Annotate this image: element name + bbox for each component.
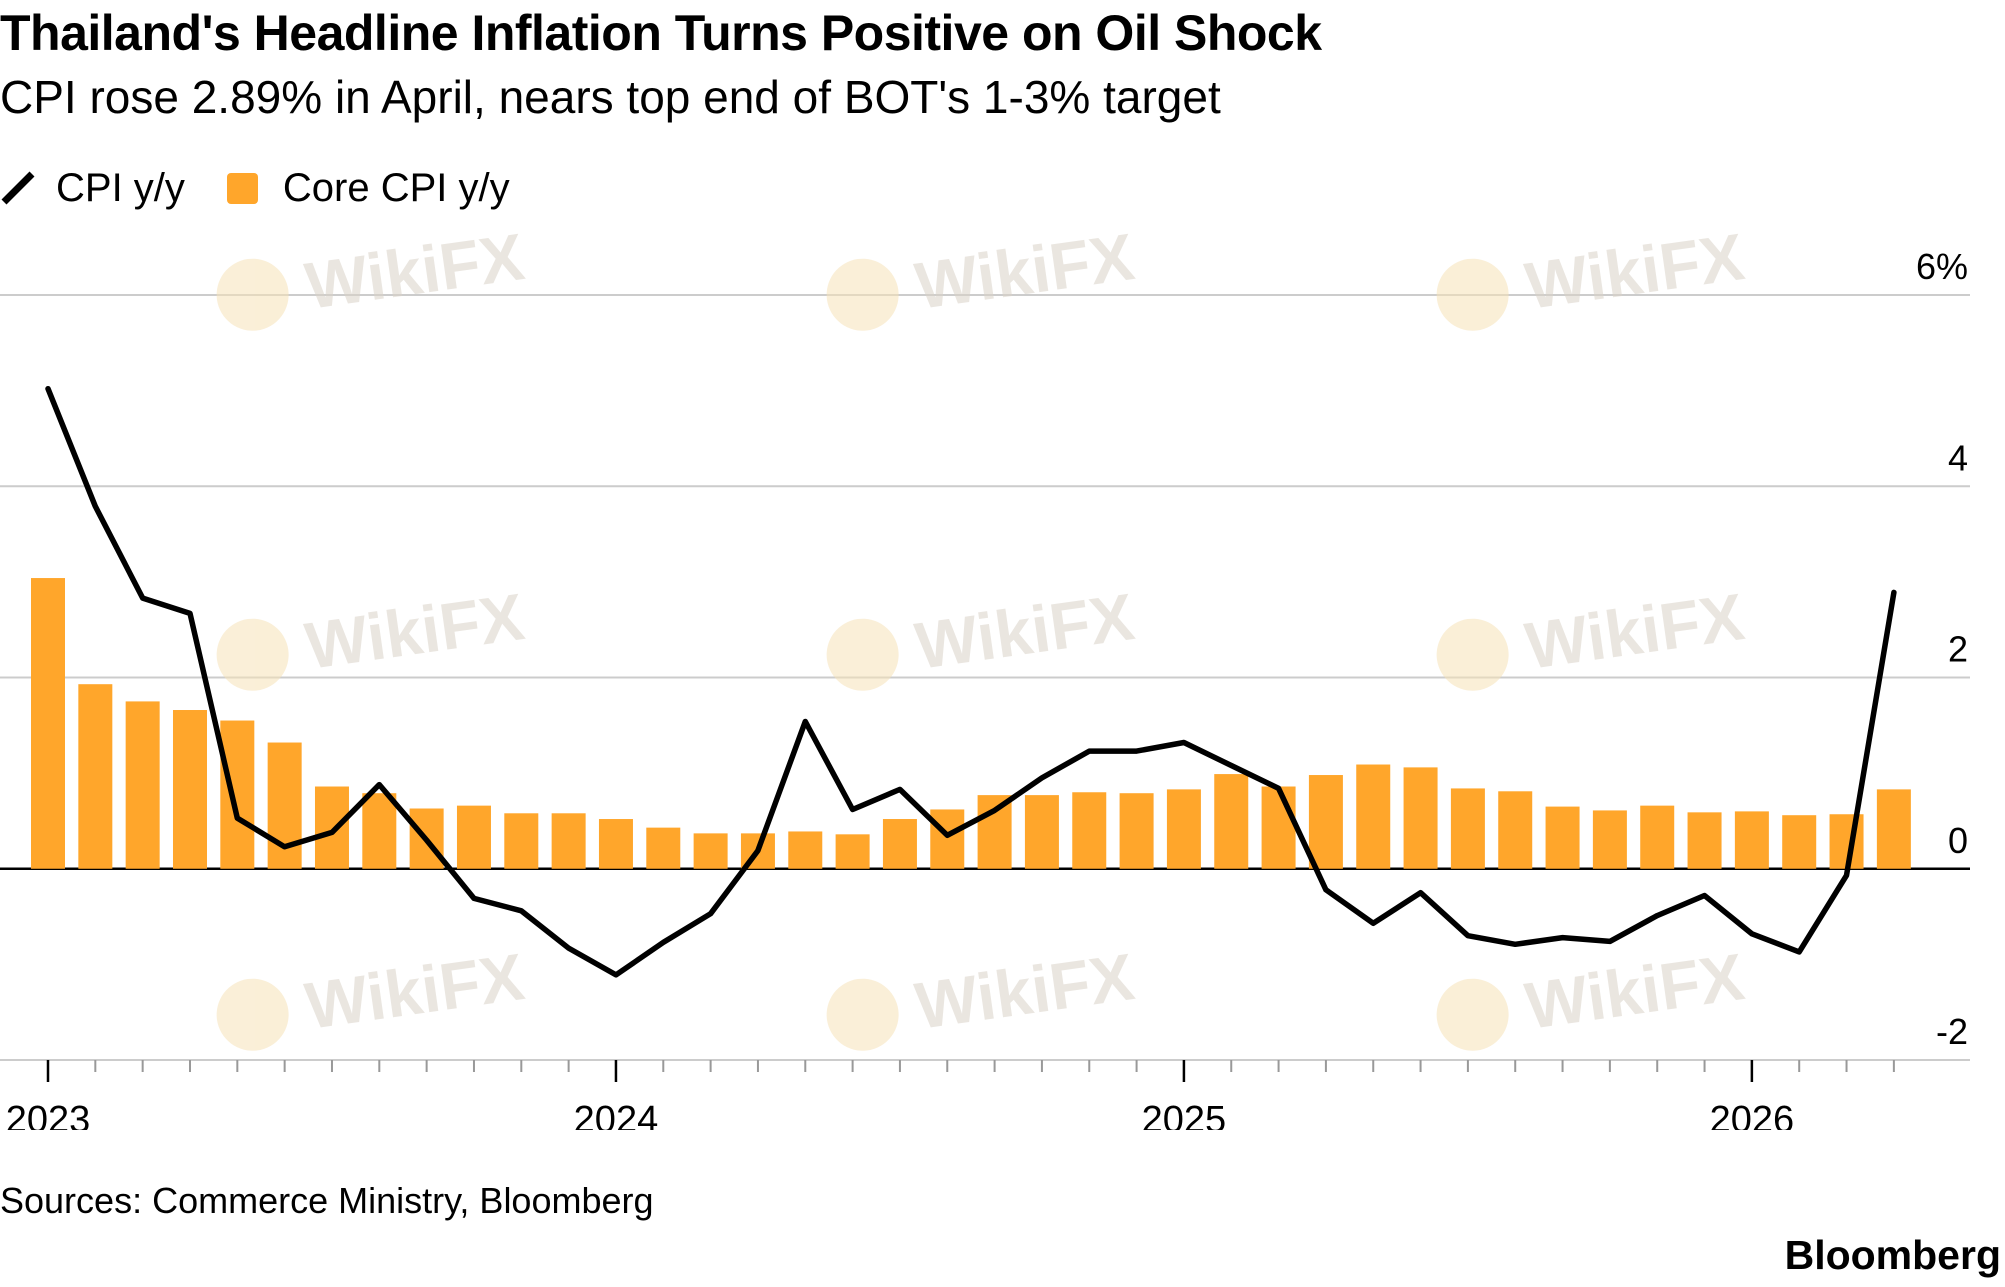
- core-cpi-bar: [882, 819, 917, 869]
- brand-logo: Bloomberg: [1784, 1232, 2001, 1278]
- core-cpi-bar: [1166, 789, 1201, 869]
- core-cpi-bar: [1403, 767, 1438, 869]
- legend-bar-swatch: [226, 172, 258, 204]
- core-cpi-bar: [220, 720, 255, 869]
- core-cpi-bar: [362, 793, 397, 869]
- core-cpi-bar: [1261, 786, 1296, 869]
- y-tick-label: 0: [1948, 820, 1968, 861]
- legend-item-cpi: CPI y/y: [0, 166, 185, 211]
- y-tick-label: 6%: [1916, 246, 1968, 287]
- chart-svg: 6% 4 2 0 -2 2023 2024 2025 2026: [0, 246, 1970, 1141]
- core-cpi-bar: [977, 795, 1012, 869]
- core-cpi-bar: [551, 813, 586, 869]
- x-tick-label: 2026: [1710, 1099, 1795, 1130]
- x-tick-label: 2023: [6, 1099, 91, 1130]
- core-cpi-bar: [314, 786, 349, 869]
- core-cpi-bar: [504, 813, 539, 869]
- core-cpi-bar: [1119, 793, 1154, 869]
- source-note: Sources: Commerce Ministry, Bloomberg: [0, 1180, 654, 1221]
- core-cpi-bar: [598, 819, 633, 869]
- core-cpi-bar: [1545, 806, 1580, 869]
- chart-subtitle: CPI rose 2.89% in April, nears top end o…: [0, 71, 1221, 123]
- core-cpi-bar: [1782, 815, 1817, 869]
- legend-label-core-cpi: Core CPI y/y: [282, 165, 510, 210]
- y-tick-label: 2: [1948, 629, 1968, 670]
- core-cpi-bar: [930, 809, 965, 869]
- legend: CPI y/y Core CPI y/y: [0, 160, 552, 216]
- chart-area: 6% 4 2 0 -2 2023 2024 2025 2026: [0, 230, 2005, 1141]
- core-cpi-bar: [172, 710, 207, 869]
- core-cpi-bar: [646, 827, 681, 869]
- core-cpi-bar: [1498, 791, 1533, 869]
- core-cpi-bar: [1734, 811, 1769, 869]
- chart-title: Thailand's Headline Inflation Turns Posi…: [0, 5, 1322, 61]
- cpi-line: [45, 385, 1897, 978]
- core-cpi-bar: [1450, 788, 1485, 869]
- core-cpi-bar: [1024, 795, 1059, 869]
- core-cpi-bar: [1592, 810, 1627, 869]
- legend-line-swatch: [1, 171, 35, 205]
- y-tick-label: -2: [1936, 1011, 1968, 1052]
- core-cpi-bar: [1876, 789, 1911, 869]
- core-cpi-bar: [456, 805, 491, 869]
- x-tick-label: 2025: [1142, 1099, 1227, 1130]
- core-cpi-bar: [1640, 805, 1675, 869]
- core-cpi-bar: [1687, 812, 1722, 869]
- core-cpi-bar: [78, 684, 113, 869]
- legend-label-cpi: CPI y/y: [56, 165, 185, 210]
- core-cpi-bar: [1214, 774, 1249, 869]
- y-tick-label: 4: [1948, 437, 1968, 478]
- core-cpi-bar: [693, 833, 728, 869]
- x-tick-label: 2024: [574, 1099, 659, 1130]
- core-cpi-bar: [1308, 775, 1343, 869]
- core-cpi-bar: [125, 701, 160, 869]
- core-cpi-bar: [31, 578, 65, 869]
- core-cpi-bar: [267, 742, 302, 869]
- legend-item-core-cpi: Core CPI y/y: [226, 165, 510, 211]
- core-cpi-bar: [1072, 792, 1107, 869]
- core-cpi-bar: [835, 834, 870, 869]
- core-cpi-bar: [1356, 764, 1391, 869]
- core-cpi-bar: [788, 831, 823, 869]
